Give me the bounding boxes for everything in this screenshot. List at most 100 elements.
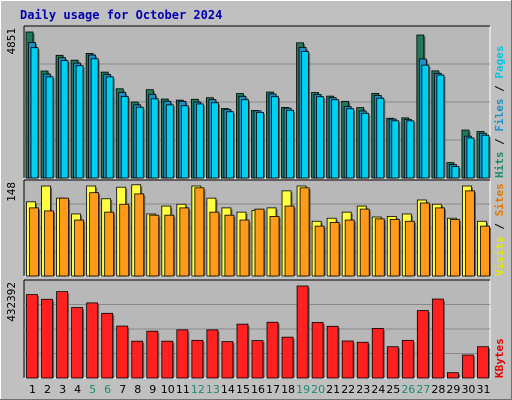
bar-pages-day-5 bbox=[90, 58, 99, 179]
bar-kbytes-day-16 bbox=[251, 340, 264, 379]
legend-top: Hits / Files / Pages bbox=[493, 46, 506, 179]
day-label-22: 22 bbox=[341, 383, 355, 396]
bar-kbytes-day-21 bbox=[326, 325, 339, 379]
day-label-9: 9 bbox=[149, 383, 156, 396]
bar-pages-day-27 bbox=[421, 64, 430, 179]
day-label-18: 18 bbox=[281, 383, 295, 396]
bar-pages-day-8 bbox=[135, 106, 144, 179]
bar-kbytes-day-17 bbox=[266, 321, 279, 379]
day-label-14: 14 bbox=[221, 383, 235, 396]
bar-kbytes-day-31 bbox=[477, 346, 489, 379]
max-label-bot: 432392 bbox=[5, 282, 18, 322]
bar-sites-day-7 bbox=[119, 203, 130, 277]
bar-sites-day-15 bbox=[239, 219, 250, 277]
chart-title: Daily usage for October 2024 bbox=[20, 8, 222, 22]
day-label-10: 10 bbox=[161, 383, 175, 396]
bar-kbytes-day-12 bbox=[191, 339, 204, 379]
day-axis: 1 2 3 4 5 6 7 8 9 10 11 12 13 14 15 16 17 18 19 20 21 22 23 24 2… bbox=[29, 383, 490, 396]
legend-bot: KBytes bbox=[493, 338, 506, 378]
bar-kbytes-day-5 bbox=[86, 302, 99, 379]
bar-pages-day-24 bbox=[376, 97, 385, 179]
bar-sites-day-22 bbox=[344, 219, 355, 277]
day-label-6: 6 bbox=[104, 383, 111, 396]
bar-sites-day-28 bbox=[434, 207, 445, 277]
bar-kbytes-day-3 bbox=[56, 291, 68, 379]
day-label-11: 11 bbox=[176, 383, 190, 396]
legend-entry: Sites bbox=[493, 183, 506, 216]
bar-pages-day-28 bbox=[436, 74, 445, 179]
bar-kbytes-day-8 bbox=[131, 340, 144, 379]
bar-pages-day-20 bbox=[316, 96, 325, 179]
bar-pages-day-25 bbox=[391, 120, 400, 179]
legend-entry: Hits bbox=[493, 152, 506, 179]
bar-sites-day-20 bbox=[314, 225, 325, 277]
bar-pages-day-12 bbox=[195, 103, 204, 179]
day-label-27: 27 bbox=[416, 383, 430, 396]
day-label-4: 4 bbox=[74, 383, 81, 396]
bar-pages-day-31 bbox=[481, 134, 490, 179]
bar-pages-day-21 bbox=[331, 99, 340, 179]
bar-pages-day-19 bbox=[301, 51, 309, 179]
bar-sites-day-10 bbox=[164, 214, 175, 277]
bar-kbytes-day-18 bbox=[281, 336, 294, 379]
bar-kbytes-day-25 bbox=[386, 346, 399, 379]
bar-kbytes-day-26 bbox=[401, 339, 414, 379]
bar-kbytes-day-30 bbox=[462, 354, 474, 379]
bar-sites-day-18 bbox=[284, 205, 295, 277]
bar-sites-day-24 bbox=[374, 218, 385, 277]
legend-mid: Visits / Sites bbox=[493, 183, 506, 276]
bar-pages-day-7 bbox=[120, 96, 129, 179]
bar-kbytes-day-20 bbox=[311, 322, 324, 379]
bar-pages-day-2 bbox=[45, 76, 54, 179]
bar-kbytes-day-9 bbox=[146, 330, 159, 379]
bar-pages-day-23 bbox=[361, 112, 370, 179]
bar-pages-day-11 bbox=[180, 105, 189, 179]
bar-sites-day-12 bbox=[194, 187, 205, 277]
bar-sites-day-19 bbox=[299, 187, 310, 277]
max-label-mid: 148 bbox=[5, 182, 18, 202]
bar-pages-day-10 bbox=[165, 104, 174, 179]
day-label-3: 3 bbox=[59, 383, 66, 396]
bar-kbytes-day-7 bbox=[116, 325, 129, 379]
bar-sites-day-29 bbox=[450, 219, 460, 277]
bar-kbytes-day-2 bbox=[41, 298, 53, 379]
day-label-1: 1 bbox=[29, 383, 36, 396]
bar-sites-day-13 bbox=[209, 211, 220, 277]
bar-pages-day-16 bbox=[256, 111, 264, 179]
bar-sites-day-27 bbox=[419, 202, 430, 277]
bar-kbytes-day-1 bbox=[26, 294, 38, 379]
bar-pages-day-13 bbox=[210, 102, 219, 179]
bar-pages-day-30 bbox=[466, 137, 475, 179]
legend-entry: KBytes bbox=[493, 338, 506, 378]
bar-pages-day-6 bbox=[105, 76, 114, 179]
bar-kbytes-day-24 bbox=[371, 328, 384, 379]
legend-entry: / bbox=[493, 216, 506, 236]
legend-entry: Pages bbox=[493, 46, 506, 79]
bar-kbytes-day-28 bbox=[431, 298, 444, 379]
panel-visits-sites: 148 Visits / Sites bbox=[5, 179, 506, 277]
bar-kbytes-day-13 bbox=[206, 329, 219, 379]
bar-sites-day-16 bbox=[254, 208, 265, 277]
bar-sites-day-6 bbox=[104, 211, 115, 277]
bar-sites-day-23 bbox=[359, 208, 370, 277]
bar-sites-day-2 bbox=[44, 210, 54, 277]
day-label-21: 21 bbox=[326, 383, 340, 396]
day-label-5: 5 bbox=[89, 383, 96, 396]
legend-entry: / bbox=[493, 132, 506, 152]
bar-sites-day-8 bbox=[134, 193, 145, 277]
day-label-20: 20 bbox=[311, 383, 325, 396]
bar-sites-day-21 bbox=[329, 222, 340, 277]
bar-kbytes-day-11 bbox=[176, 329, 189, 379]
bar-pages-day-18 bbox=[286, 109, 294, 179]
bar-pages-day-14 bbox=[226, 111, 234, 179]
day-label-15: 15 bbox=[236, 383, 250, 396]
day-label-24: 24 bbox=[371, 383, 385, 396]
day-label-17: 17 bbox=[266, 383, 280, 396]
bar-sites-day-30 bbox=[465, 190, 475, 277]
bar-kbytes-day-29 bbox=[447, 372, 459, 379]
day-label-7: 7 bbox=[119, 383, 126, 396]
day-label-28: 28 bbox=[431, 383, 445, 396]
day-label-23: 23 bbox=[356, 383, 370, 396]
bar-kbytes-day-6 bbox=[101, 312, 114, 379]
